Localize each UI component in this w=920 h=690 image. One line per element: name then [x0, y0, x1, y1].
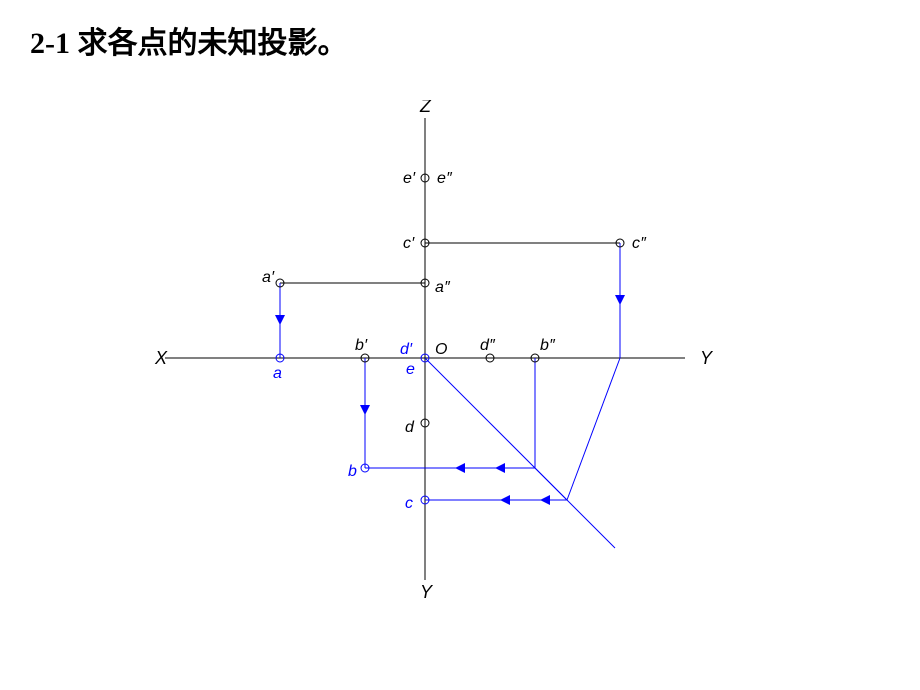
arrow-head-icon	[615, 295, 625, 305]
point-label: e′	[403, 170, 416, 187]
point-label: c	[405, 495, 413, 512]
point-label: b″	[540, 337, 556, 354]
axis-label-yv: Y	[420, 582, 434, 600]
point-label: O	[435, 341, 447, 358]
point-label: a′	[262, 269, 275, 286]
projection-line	[535, 468, 567, 500]
point-label: d′	[400, 341, 413, 358]
point-label: e	[406, 361, 415, 378]
projection-diagram: X Y Z Ya′ a″ a b′ b″ b c′ c″ c d′ d″ d e′ e″ e O	[145, 100, 775, 600]
axis-label-y: Y	[700, 348, 714, 368]
point-label: a	[273, 365, 282, 382]
axis-diagonal	[425, 358, 615, 548]
arrow-head-icon	[275, 315, 285, 325]
axis-label-z: Z	[419, 100, 432, 116]
projection-line	[567, 358, 620, 500]
point-label: e″	[437, 170, 453, 187]
diagram-svg: X Y Z Ya′ a″ a b′ b″ b c′ c″ c d′ d″ d e′ e″ e O	[145, 100, 775, 600]
point-label: b′	[355, 337, 368, 354]
arrow-head-icon	[500, 495, 510, 505]
point-label: d	[405, 419, 415, 436]
arrow-head-icon	[540, 495, 550, 505]
point-label: d″	[480, 337, 496, 354]
point-label: c″	[632, 235, 647, 252]
arrow-head-icon	[360, 405, 370, 415]
point-label: a″	[435, 279, 451, 296]
arrow-head-icon	[455, 463, 465, 473]
page-title: 2-1 求各点的未知投影。	[30, 18, 348, 62]
axis-label-x: X	[154, 348, 168, 368]
point-label: c′	[403, 235, 415, 252]
arrow-head-icon	[495, 463, 505, 473]
point-label: b	[348, 463, 357, 480]
